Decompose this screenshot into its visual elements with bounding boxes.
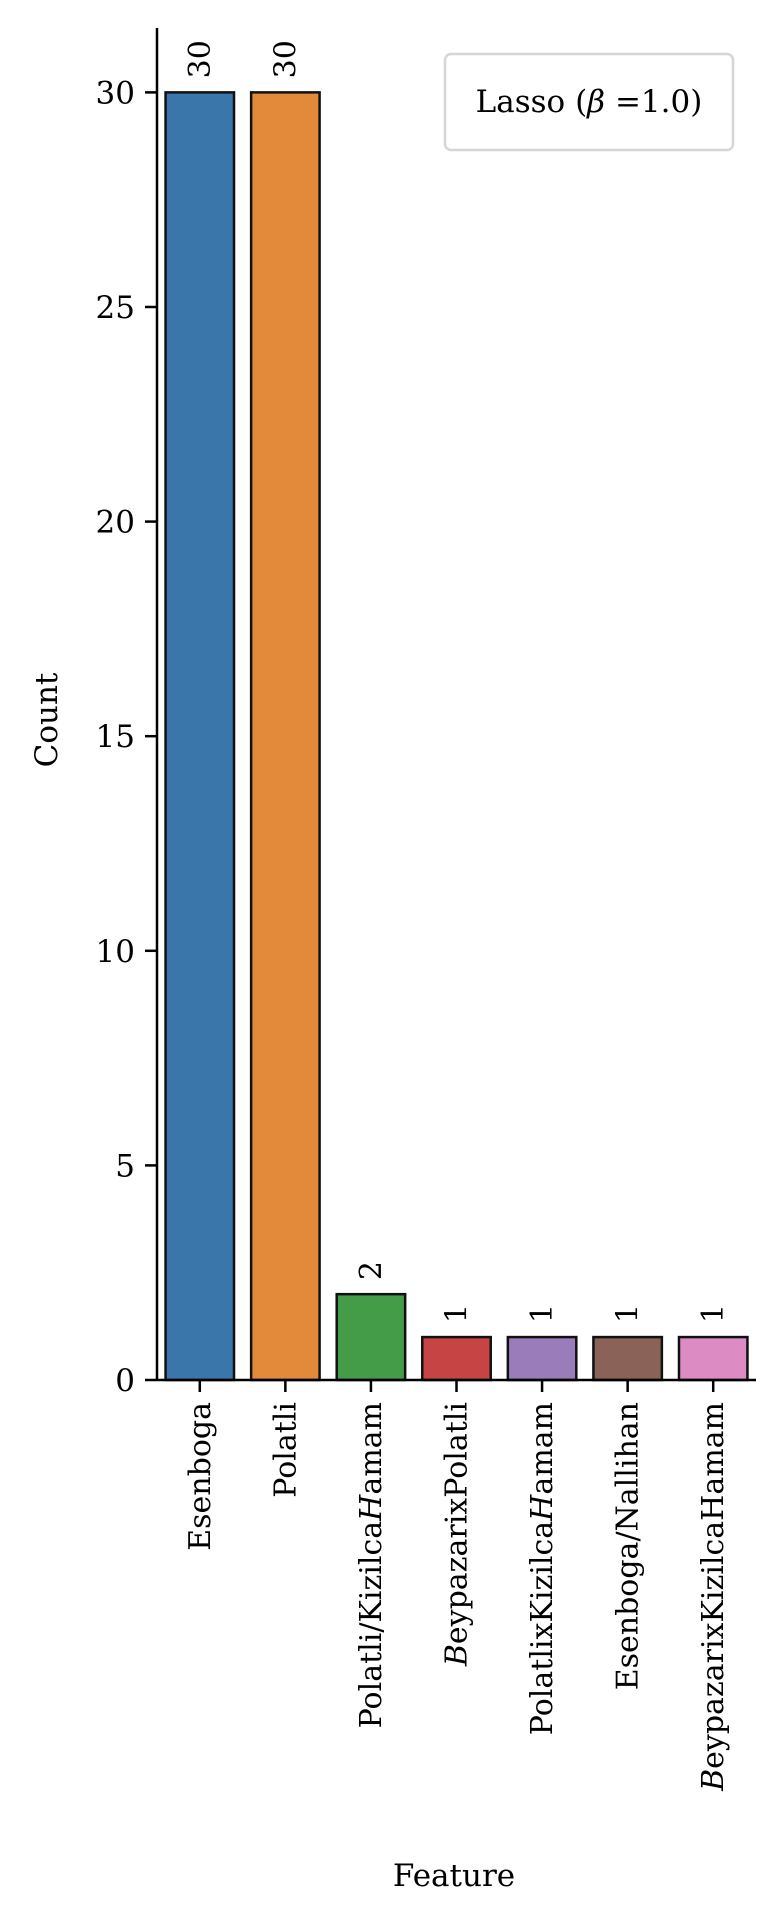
legend: Lasso (β =1.0): [443, 52, 735, 152]
x-tick-label: BeypazarixPolatli: [440, 1402, 475, 1667]
bar: [421, 1335, 492, 1382]
y-tick-label: 25: [96, 290, 135, 326]
x-tick-label: PolatlixKizilcaHamam: [525, 1402, 560, 1735]
bar: [592, 1335, 664, 1382]
x-tick-label: Esenboga: [183, 1402, 218, 1551]
y-axis-title: Count: [29, 672, 65, 767]
x-tick-label: BeypazarixKizilcaHamam: [696, 1402, 731, 1792]
legend-box: [443, 52, 735, 152]
x-axis-title: Feature: [393, 1858, 515, 1894]
y-tick-label: 5: [115, 1148, 135, 1184]
data-labels-group: 30 30 2 1 1 1 1: [183, 40, 731, 1323]
bars-group: [164, 91, 749, 1382]
y-axis: 0 5 10 15 20 25 30: [96, 28, 159, 1399]
data-label: 30: [183, 40, 218, 78]
legend-text-after: =1.0): [605, 84, 702, 120]
data-label: 1: [611, 1304, 646, 1323]
data-label: 1: [440, 1304, 475, 1323]
x-tick-label: Esenboga/Nallihan: [611, 1402, 646, 1690]
legend-label: Lasso (β =1.0): [476, 84, 703, 120]
data-label: 30: [268, 40, 303, 78]
bar: [249, 91, 321, 1382]
y-tick-label: 20: [96, 505, 135, 541]
y-tick-label: 10: [96, 934, 135, 970]
bar: [164, 91, 236, 1382]
y-tick-label: 0: [115, 1363, 135, 1399]
legend-beta-symbol: β: [586, 84, 605, 120]
legend-text-before: Lasso (: [476, 84, 588, 120]
bar: [677, 1335, 749, 1382]
data-label: 2: [354, 1261, 389, 1280]
bar: [506, 1335, 578, 1382]
y-tick-label: 15: [96, 719, 135, 755]
data-label: 1: [696, 1304, 731, 1323]
y-tick-label: 30: [96, 75, 135, 111]
data-label: 1: [525, 1304, 560, 1323]
x-axis: Esenboga Polatli Polatli/KizilcaHamam Beypa…: [157, 1378, 756, 1792]
x-tick-label: Polatli: [268, 1402, 303, 1498]
bar: [335, 1292, 407, 1382]
x-tick-label: Polatli/KizilcaHamam: [354, 1402, 389, 1728]
